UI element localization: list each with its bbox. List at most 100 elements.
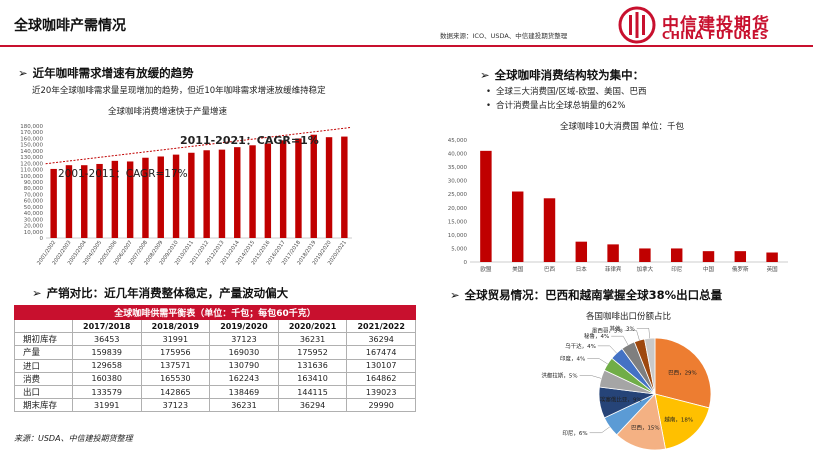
table-row: 进口 129658 137571 130790 131636 130107: [14, 358, 416, 373]
y-tick-label: 0: [464, 260, 468, 266]
slice-label: 其他，3%: [610, 324, 635, 332]
pie-panel-heading: ➢ 全球贸易情况：巴西和越南掌握全球38%出口总量: [450, 287, 722, 303]
consumption-bar: [295, 138, 302, 238]
pie-slice: [616, 393, 666, 451]
consumption-chart-title: 全球咖啡消费增速快于产量增速: [108, 107, 228, 117]
trend-line: [45, 127, 351, 165]
consumption-bar: [279, 140, 287, 238]
consumption-bar: [111, 160, 119, 238]
table-cell: 162243: [209, 371, 279, 386]
consumption-bar: [218, 149, 226, 238]
arrow-icon: ➢: [480, 68, 490, 82]
consumption-bar: [172, 154, 180, 238]
table-cell: 31991: [71, 398, 142, 413]
x-tick-label: 巴西: [544, 266, 556, 273]
leader-line: [624, 330, 640, 341]
consumption-bar: [65, 165, 73, 238]
consumption-bar: [188, 152, 195, 238]
logo-mark-icon: [618, 6, 656, 44]
y-tick-label: 130,000: [20, 155, 43, 161]
top10-bar-chart: 0 5,000 10,000 15,000 20,000 25,000 30,000 35,0…: [448, 138, 788, 273]
consumption-bar: [310, 134, 317, 238]
consumer-bar: [702, 251, 715, 262]
x-tick-label: 俄罗斯: [732, 265, 749, 273]
table-cell: 175956: [140, 345, 211, 360]
cagr-annotation-recent: 2011-2021：CAGR=1%: [180, 134, 319, 147]
consumer-bar: [607, 244, 619, 262]
slice-label: 巴西，15%: [631, 424, 660, 431]
consumption-bar: [341, 136, 348, 238]
table-row: 期末库存 31991 37123 36231 36294 29990: [14, 398, 416, 413]
y-tick-label: 30,000: [24, 217, 44, 223]
consumption-bar: [203, 150, 210, 238]
x-tick-label: 欧盟: [480, 265, 492, 273]
y-tick-label: 10,000: [24, 230, 44, 236]
row-label: 期末库存: [14, 398, 73, 413]
y-tick-label: 45,000: [448, 138, 468, 144]
table-corner: [14, 318, 73, 334]
table-col-header: 2017/2018: [71, 318, 142, 334]
table-cell: 129658: [71, 358, 142, 373]
table-col-header: 2020/2021: [277, 318, 348, 334]
supply-demand-table: 全球咖啡供需平衡表（单位：千包；每包60千克） 2017/2018 2018/2…: [14, 305, 416, 413]
table-cell: 37123: [140, 398, 211, 413]
header: 全球咖啡产需情况 数据来源：ICO、USDA、中信建投期货整理 中信建投期货 C…: [0, 0, 813, 47]
consumer-bar: [575, 241, 588, 262]
leader-line: [611, 335, 629, 346]
consumption-bar: [157, 156, 164, 238]
table-cell: 36294: [277, 398, 348, 413]
consumption-bar: [142, 157, 149, 238]
consumer-bar: [766, 252, 778, 262]
consumer-bar: [734, 251, 747, 262]
table-caption: 全球咖啡供需平衡表（单位：千包；每包60千克）: [14, 305, 416, 320]
x-tick-label: 印尼: [671, 266, 683, 273]
table-cell: 37123: [209, 332, 279, 347]
table-row: 出口 133579 142865 138469 144115 139023: [14, 384, 416, 400]
consumption-bar: [96, 163, 103, 238]
table-cell: 164862: [346, 371, 416, 386]
table-cell: 163410: [277, 371, 348, 386]
left-panel-heading-text: 近年咖啡需求增速有放缓的趋势: [32, 66, 194, 80]
consumption-bar: [325, 137, 333, 238]
table-cell: 169030: [209, 345, 279, 360]
y-tick-label: 140,000: [20, 149, 43, 155]
table-cell: 138469: [209, 384, 279, 400]
consumption-bar: [234, 147, 241, 238]
pie-slice: [654, 393, 710, 450]
table-cell: 144115: [277, 384, 348, 400]
consumer-bar: [670, 248, 683, 262]
table-cell: 133579: [71, 384, 142, 400]
table-col-header: 2021/2022: [346, 318, 416, 334]
table-cell: 167474: [346, 345, 416, 360]
arrow-icon: ➢: [18, 66, 28, 80]
x-tick-label: 英国: [767, 265, 779, 273]
pie-slice: [654, 337, 712, 409]
export-share-pie-chart: 巴西，29% 越南，18% 巴西，15% 印尼，6% 埃塞俄比亚，9% 洪都拉斯，5% 印度…: [541, 324, 712, 451]
table-cell: 131636: [277, 358, 348, 373]
table-col-header: 2018/2019: [140, 318, 211, 334]
table-panel-heading-text: 产销对比：近几年消费整体稳定，产量波动偏大: [46, 286, 289, 300]
arrow-icon: ➢: [32, 286, 42, 300]
leader-line: [589, 426, 610, 434]
logo-text-cn: 中信建投期货: [662, 15, 770, 35]
table-cell: 160380: [71, 371, 142, 386]
consumption-bar: [50, 168, 57, 238]
table-cell: 139023: [346, 384, 416, 400]
y-tick-label: 160,000: [20, 136, 43, 142]
pie-chart-title: 各国咖啡出口份额占比: [586, 312, 672, 322]
consumer-bar: [511, 191, 524, 262]
y-tick-label: 25,000: [448, 192, 468, 198]
table-cell: 165530: [140, 371, 211, 386]
y-tick-label: 30,000: [448, 179, 468, 185]
table-row: 消费 160380 165530 162243 163410 164862: [14, 371, 416, 386]
y-tick-label: 170,000: [20, 130, 43, 136]
x-tick-label: 加拿大: [637, 265, 654, 273]
consumer-bar: [639, 248, 651, 262]
y-tick-label: 150,000: [20, 143, 43, 149]
x-tick-label: 菲律宾: [605, 265, 622, 273]
balance-table-wrap: 全球咖啡供需平衡表（单位：千包；每包60千克） 2017/2018 2018/2…: [14, 305, 416, 413]
y-tick-label: 10,000: [448, 233, 468, 239]
top10-chart-title: 全球咖啡10大消费国 单位：千包: [560, 122, 685, 132]
leader-line: [579, 375, 602, 379]
table-row: 期初库存 36453 31991 37123 36231 36294: [14, 332, 416, 347]
